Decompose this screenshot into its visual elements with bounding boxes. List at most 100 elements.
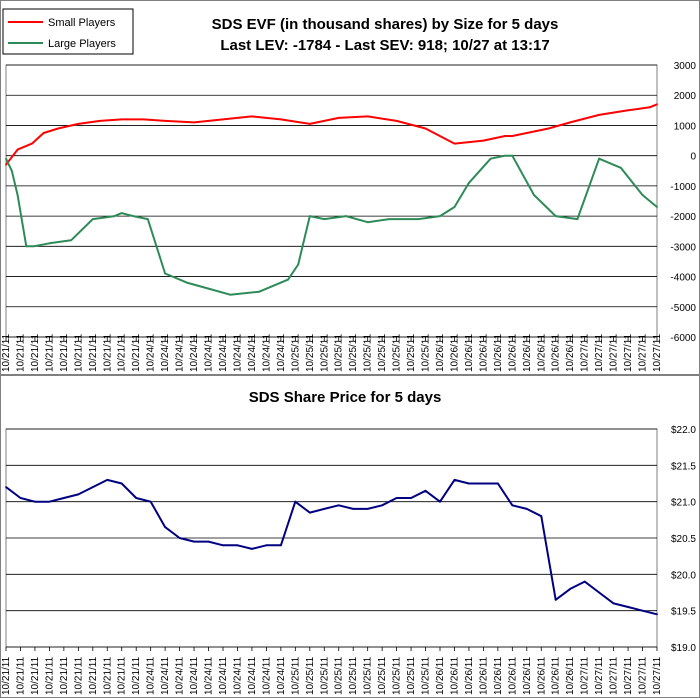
price-series-point-0 xyxy=(410,497,412,499)
evf-series-point-0 xyxy=(547,127,550,130)
evf-series-point-1 xyxy=(323,218,326,221)
evf-series-point-0 xyxy=(222,118,224,121)
evf-x-tick-label: 10/27/11 xyxy=(609,333,620,372)
evf-x-tick-label: 10/25/11 xyxy=(290,333,301,372)
evf-series-point-1 xyxy=(32,245,35,248)
evf-series-point-1 xyxy=(366,221,369,224)
evf-series-point-1 xyxy=(16,194,19,196)
price-series-point-0 xyxy=(627,606,629,608)
evf-legend: Small Players Large Players xyxy=(2,8,134,55)
evf-x-tick-label: 10/27/11 xyxy=(638,333,649,372)
evf-x-tick-label: 10/21/11 xyxy=(131,333,142,372)
price-series-point-0 xyxy=(251,548,253,550)
evf-series-point-1 xyxy=(113,215,116,218)
price-series-point-0 xyxy=(164,526,167,528)
evf-series-point-0 xyxy=(251,115,253,118)
evf-series-point-0 xyxy=(280,118,282,121)
price-y-tick-label: $21.0 xyxy=(671,498,696,509)
evf-series-point-0 xyxy=(598,114,600,116)
evf-x-tick-label: 10/24/11 xyxy=(276,333,287,372)
price-series-point-0 xyxy=(439,500,441,503)
price-series-point-0 xyxy=(308,511,311,514)
price-series-point-0 xyxy=(178,537,181,539)
evf-x-tick-label: 10/24/11 xyxy=(175,333,186,372)
price-x-tick-label: 10/21/11 xyxy=(117,656,128,695)
evf-series-point-1 xyxy=(91,218,94,221)
evf-series-point-1 xyxy=(10,169,13,172)
evf-series-point-1 xyxy=(297,263,300,266)
evf-y-tick-label: 3000 xyxy=(674,61,697,72)
price-series-point-0 xyxy=(323,508,326,510)
evf-series-point-1 xyxy=(229,293,232,296)
evf-x-tick-label: 10/26/11 xyxy=(522,333,533,372)
evf-series-point-1 xyxy=(25,245,28,248)
price-x-tick-label: 10/26/11 xyxy=(565,656,576,695)
price-y-tick-label: $20.5 xyxy=(671,534,696,545)
evf-chart-frame xyxy=(0,0,700,375)
evf-series-point-0 xyxy=(482,139,485,142)
evf-x-tick-label: 10/26/11 xyxy=(493,333,504,372)
evf-x-tick-label: 10/27/11 xyxy=(580,333,591,372)
price-x-tick-label: 10/21/11 xyxy=(102,656,113,695)
price-series-point-0 xyxy=(149,500,152,503)
evf-series-point-0 xyxy=(648,106,651,109)
evf-series-point-1 xyxy=(533,194,535,196)
evf-x-tick-label: 10/26/11 xyxy=(464,333,475,372)
price-series-point-0 xyxy=(569,588,572,590)
evf-chart-title: SDS EVF (in thousand shares) by Size for… xyxy=(212,16,559,33)
evf-series-point-0 xyxy=(308,123,311,125)
evf-y-tick-label: 2000 xyxy=(674,91,697,102)
price-series-point-0 xyxy=(366,508,369,510)
price-x-tick-label: 10/25/11 xyxy=(392,656,403,695)
evf-series-point-1 xyxy=(287,278,289,281)
price-x-tick-label: 10/26/11 xyxy=(493,656,504,695)
evf-series-line-1 xyxy=(5,154,658,296)
price-x-tick-label: 10/21/11 xyxy=(15,656,26,695)
evf-x-tick-label: 10/26/11 xyxy=(565,333,576,372)
price-series-point-0 xyxy=(19,497,22,499)
price-y-tick-label: $20.0 xyxy=(671,570,696,581)
price-series-point-0 xyxy=(598,591,600,594)
price-series-point-0 xyxy=(381,504,383,507)
evf-series-point-1 xyxy=(308,215,311,218)
price-series-point-0 xyxy=(641,609,644,612)
evf-x-tick-label: 10/25/11 xyxy=(406,333,417,372)
price-series-point-0 xyxy=(91,486,94,488)
evf-series-point-1 xyxy=(656,206,658,208)
evf-series-point-1 xyxy=(598,157,600,160)
evf-series-point-1 xyxy=(504,154,506,157)
evf-plot-area: 3000 2000 1000 0 -1000 -2000 -3000 -4000 -5000 -6… xyxy=(1,61,696,372)
price-x-tick-label: 10/21/11 xyxy=(1,656,12,695)
price-x-tick-label: 10/25/11 xyxy=(406,656,417,695)
evf-x-tick-label: 10/26/11 xyxy=(507,333,518,372)
evf-series-point-0 xyxy=(57,127,59,130)
evf-y-tick-label: -1000 xyxy=(670,182,696,193)
price-series-point-0 xyxy=(352,508,355,510)
price-y-tick-label: $21.5 xyxy=(671,461,696,472)
price-x-tick-label: 10/25/11 xyxy=(363,656,374,695)
evf-series-point-1 xyxy=(453,206,456,208)
price-x-tick-label: 10/25/11 xyxy=(334,656,345,695)
price-series-point-0 xyxy=(453,479,456,481)
evf-series-point-1 xyxy=(258,290,261,293)
price-chart-frame xyxy=(0,375,700,698)
evf-x-tick-label: 10/24/11 xyxy=(146,333,157,372)
evf-y-tick-label: -3000 xyxy=(670,242,696,253)
evf-series-point-1 xyxy=(185,281,188,284)
evf-series-point-1 xyxy=(489,157,492,160)
price-series-point-0 xyxy=(482,482,485,485)
evf-x-tick-label: 10/21/11 xyxy=(88,333,99,372)
legend-label-large-players: Large Players xyxy=(48,38,116,50)
evf-series-point-1 xyxy=(164,272,167,275)
price-series-point-0 xyxy=(656,613,658,616)
evf-series-point-0 xyxy=(31,142,33,145)
evf-series-point-1 xyxy=(48,242,51,245)
evf-x-tick-label: 10/21/11 xyxy=(102,333,113,372)
evf-series-point-1 xyxy=(345,215,347,218)
price-series-point-0 xyxy=(265,544,268,547)
evf-x-tick-label: 10/25/11 xyxy=(392,333,403,372)
evf-x-tick-label: 10/24/11 xyxy=(218,333,229,372)
evf-series-point-0 xyxy=(424,127,427,130)
evf-x-tick-label: 10/21/11 xyxy=(15,333,26,372)
